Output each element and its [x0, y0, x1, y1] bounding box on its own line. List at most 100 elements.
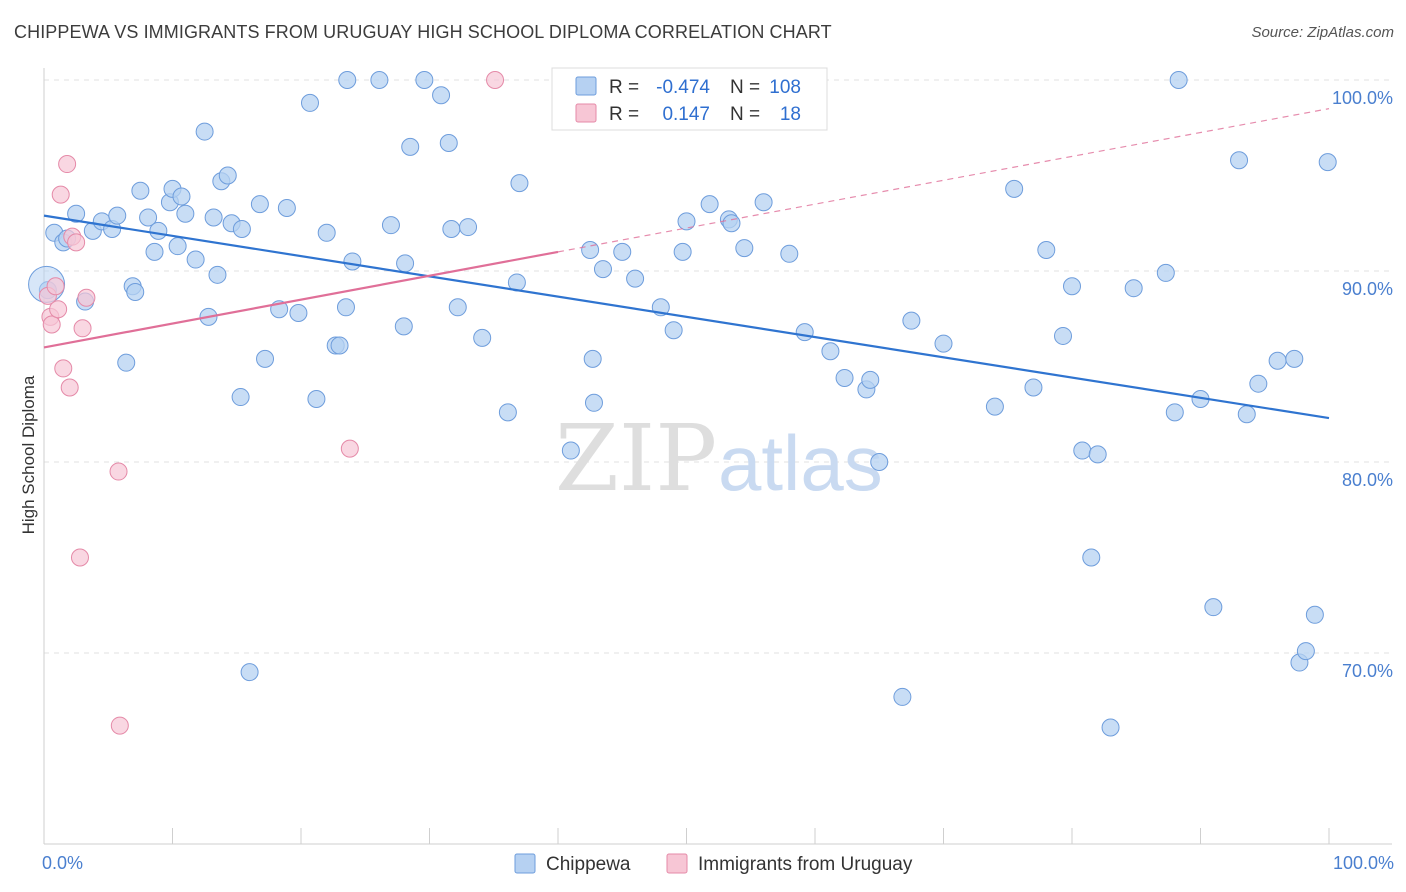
chippewa-point — [700, 195, 719, 214]
chippewa-point — [250, 195, 269, 214]
legend-frame — [551, 67, 828, 131]
chippewa-point — [754, 193, 773, 212]
uruguay-point — [110, 716, 129, 735]
uruguay-point — [70, 548, 89, 567]
chippewa-point — [870, 453, 889, 471]
y-tick-labels: 70.0% 80.0% 90.0% 100.0% — [1332, 88, 1393, 681]
legend-r-value-1: -0.474 — [656, 77, 710, 98]
bottom-legend: Chippewa Immigrants from Uruguay — [514, 853, 913, 875]
chippewa-point — [673, 242, 692, 261]
chippewa-point — [664, 321, 683, 340]
chippewa-point — [338, 71, 357, 89]
chippewa-point — [336, 298, 355, 317]
chippewa-point — [1268, 351, 1287, 370]
uruguay-point — [46, 277, 65, 296]
uruguay-point — [77, 288, 96, 307]
chippewa-point — [677, 212, 696, 231]
chippewa-point — [1073, 441, 1092, 460]
legend-n-value-2: 18 — [780, 104, 801, 125]
chippewa-point — [584, 393, 603, 412]
chippewa-point — [343, 252, 362, 271]
chippewa-point — [626, 269, 645, 288]
chippewa-point — [1024, 378, 1043, 397]
chippewa-point — [218, 166, 237, 185]
y-tick-label-100: 100.0% — [1332, 88, 1393, 108]
chippewa-point — [145, 242, 164, 261]
chippewa-point — [1230, 151, 1249, 170]
chippewa-point — [1169, 71, 1188, 89]
uruguay-point — [58, 155, 77, 174]
series-chippewa-points — [28, 71, 1337, 737]
uruguay-point — [109, 462, 128, 481]
chippewa-point — [317, 223, 336, 242]
uruguay-point — [60, 378, 79, 397]
chippewa-point — [1101, 718, 1120, 737]
uruguay-trend-extension — [557, 108, 1330, 253]
chippewa-point — [448, 298, 467, 317]
chippewa-point — [67, 204, 86, 223]
chippewa-point — [593, 260, 612, 279]
y-tick-label-90: 90.0% — [1342, 279, 1393, 299]
chippewa-point — [195, 122, 214, 141]
chippewa-point — [581, 240, 600, 259]
chippewa-point — [277, 198, 296, 217]
chippewa-point — [934, 334, 953, 353]
chippewa-point — [1165, 403, 1184, 422]
chippewa-point — [1088, 445, 1107, 464]
chippewa-point — [289, 304, 308, 323]
chippewa-point — [1063, 277, 1081, 296]
chippewa-point — [1005, 179, 1024, 198]
chippewa-point — [1249, 374, 1268, 393]
x-tick-label-min: 0.0% — [42, 853, 83, 873]
chippewa-point — [300, 93, 319, 112]
chippewa-point — [381, 216, 400, 235]
chippewa-point — [861, 370, 880, 389]
bottom-legend-label-uruguay: Immigrants from Uruguay — [698, 854, 913, 875]
x-ticks — [43, 828, 1330, 844]
legend-r-value-2: 0.147 — [662, 104, 710, 125]
chippewa-point — [1054, 326, 1073, 345]
chippewa-point — [583, 349, 602, 368]
chippewa-point — [835, 368, 854, 387]
chippewa-point — [1296, 642, 1315, 661]
chippewa-point — [172, 187, 191, 206]
chippewa-point — [256, 349, 275, 368]
chippewa-point — [722, 214, 741, 233]
uruguay-point — [42, 315, 61, 334]
chippewa-point — [780, 244, 799, 263]
chippewa-point — [442, 219, 461, 238]
chippewa-point — [498, 403, 517, 422]
bottom-legend-swatch-uruguay — [666, 853, 688, 874]
chart-title: CHIPPEWA VS IMMIGRANTS FROM URUGUAY HIGH… — [14, 22, 832, 42]
chippewa-point — [330, 336, 349, 355]
chippewa-point — [1124, 279, 1143, 298]
chippewa-point — [204, 208, 223, 227]
uruguay-point — [73, 319, 92, 338]
chippewa-point — [439, 134, 458, 153]
chippewa-point — [149, 221, 168, 240]
chippewa-point — [1285, 349, 1304, 368]
chippewa-point — [795, 323, 814, 342]
y-axis-title: High School Diploma — [19, 375, 38, 534]
chippewa-point — [459, 218, 478, 237]
chippewa-point — [1318, 153, 1337, 172]
uruguay-point — [486, 71, 505, 89]
watermark-zip: ZIP — [555, 405, 717, 512]
chippewa-point — [126, 283, 145, 302]
uruguay-point — [340, 439, 359, 458]
chippewa-point — [168, 237, 187, 256]
chippewa-point — [117, 353, 136, 372]
chippewa-point — [1237, 405, 1256, 424]
chippewa-point — [186, 250, 205, 269]
chippewa-point — [735, 239, 754, 258]
chippewa-point — [561, 441, 580, 460]
chart-source: Source: ZipAtlas.com — [1251, 24, 1394, 41]
chippewa-point — [208, 265, 227, 284]
uruguay-point — [67, 233, 86, 252]
chippewa-point — [613, 242, 632, 261]
uruguay-point — [54, 359, 73, 378]
x-tick-label-max: 100.0% — [1333, 853, 1394, 873]
legend-r-label-2: R = — [609, 104, 639, 125]
chippewa-point — [510, 174, 529, 193]
